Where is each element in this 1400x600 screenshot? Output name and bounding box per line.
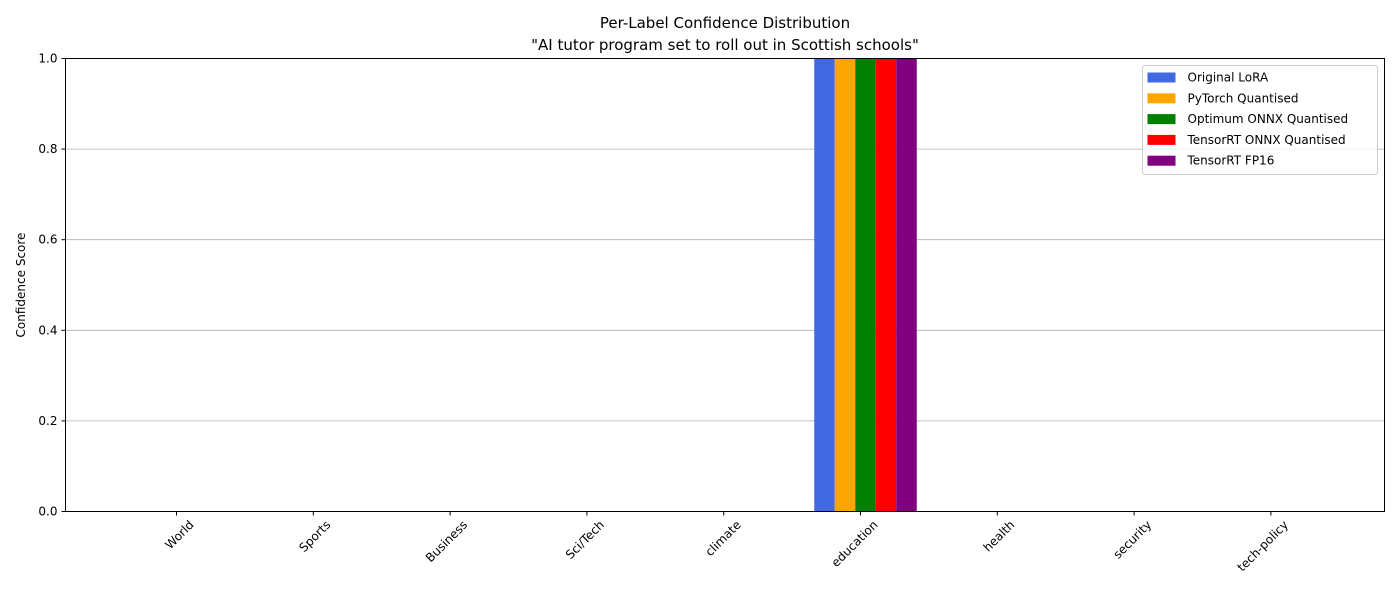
x-tick-label: climate (703, 518, 744, 559)
bar-pytorch-quantised-education (834, 58, 856, 512)
x-tick-label: tech-policy (1234, 518, 1291, 575)
legend-swatch (1147, 114, 1176, 125)
y-axis-title: Confidence Score (14, 233, 28, 338)
x-tick-label: World (162, 518, 196, 552)
y-tick-label: 0.2 (38, 414, 57, 428)
legend-label: Optimum ONNX Quantised (1188, 112, 1349, 126)
chart-subtitle: "AI tutor program set to roll out in Sco… (531, 36, 919, 54)
ticks-layer: 0.0 0.2 0.4 0.6 0.8 1.0 World Sports Business Sci… (38, 52, 1291, 575)
legend-label: TensorRT ONNX Quantised (1187, 133, 1346, 147)
x-tick-label: security (1110, 518, 1154, 562)
x-tick-label: health (981, 518, 1018, 555)
legend-label: Original LoRA (1188, 71, 1269, 85)
legend-label: PyTorch Quantised (1188, 91, 1299, 105)
y-tick-label: 0.4 (38, 323, 57, 337)
legend: Original LoRA PyTorch Quantised Optimum ON… (1142, 65, 1378, 175)
bar-tensorrt-fp16-education (896, 58, 917, 512)
legend-swatch (1147, 134, 1176, 145)
bar-optimum-onnx-quantised-education (855, 58, 876, 512)
legend-box (1142, 65, 1378, 175)
y-tick-label: 1.0 (38, 52, 57, 66)
y-tick-label: 0.8 (38, 142, 57, 156)
bar-tensorrt-onnx-quantised-education (875, 58, 897, 512)
x-tick-label: education (829, 518, 881, 570)
legend-swatch (1147, 93, 1176, 104)
plot-frame (65, 58, 1385, 512)
y-tick-label: 0.0 (38, 505, 57, 519)
bar-original-lora-education (814, 58, 835, 512)
y-tick-label: 0.6 (38, 233, 57, 247)
legend-label: TensorRT FP16 (1187, 154, 1275, 168)
legend-swatch (1147, 72, 1176, 83)
x-tick-label: Business (423, 518, 470, 565)
bars-layer (814, 58, 917, 512)
x-tick-label: Sci/Tech (563, 518, 607, 562)
chart-title: Per-Label Confidence Distribution (600, 14, 850, 32)
legend-swatch (1147, 155, 1176, 166)
x-tick-label: Sports (296, 518, 333, 555)
